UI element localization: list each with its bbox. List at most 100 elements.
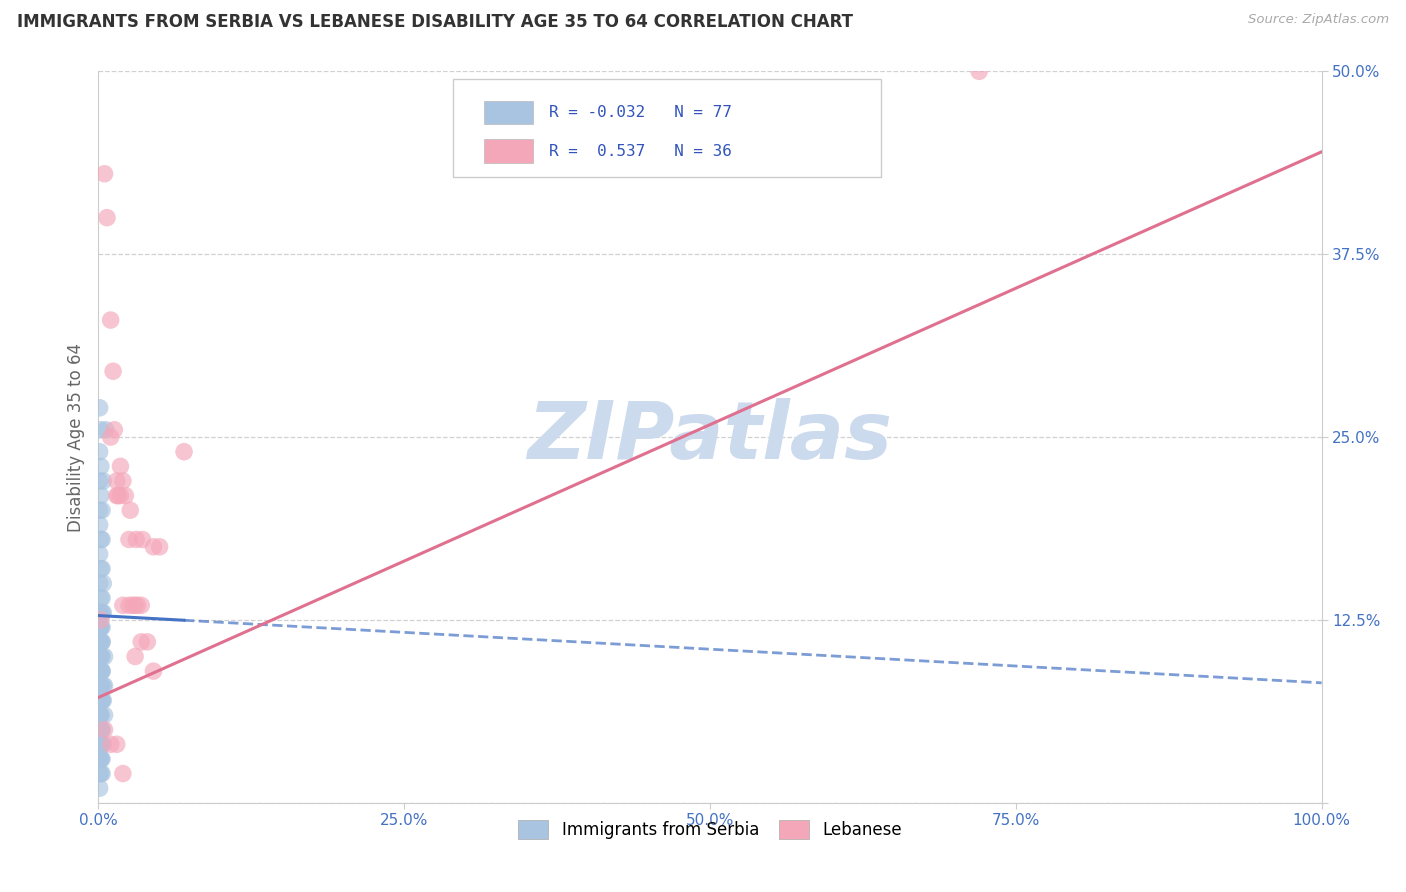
- Point: [124, 649, 146, 664]
- Point: [91, 562, 114, 576]
- Point: [89, 737, 111, 751]
- Point: [93, 679, 115, 693]
- Point: [90, 562, 112, 576]
- Point: [91, 766, 114, 780]
- Point: [90, 737, 112, 751]
- Point: [90, 533, 112, 547]
- Point: [91, 635, 114, 649]
- Point: [89, 620, 111, 634]
- Point: [94, 423, 117, 437]
- Point: [136, 635, 159, 649]
- Text: Source: ZipAtlas.com: Source: ZipAtlas.com: [1249, 13, 1389, 27]
- Point: [100, 313, 122, 327]
- Point: [131, 533, 153, 547]
- Point: [90, 679, 112, 693]
- Point: [105, 489, 128, 503]
- Point: [124, 599, 146, 613]
- Point: [91, 679, 114, 693]
- Point: [89, 679, 111, 693]
- Point: [90, 752, 112, 766]
- Point: [91, 606, 114, 620]
- Point: [118, 599, 141, 613]
- Point: [129, 635, 152, 649]
- Point: [120, 503, 142, 517]
- Point: [127, 599, 149, 613]
- Point: [91, 693, 114, 707]
- Point: [173, 444, 195, 458]
- Point: [90, 620, 112, 634]
- Point: [89, 752, 111, 766]
- Point: [89, 649, 111, 664]
- Point: [90, 459, 112, 474]
- Point: [91, 664, 114, 678]
- Point: [90, 723, 112, 737]
- Point: [90, 664, 112, 678]
- Point: [91, 591, 114, 605]
- Text: ZIPatlas: ZIPatlas: [527, 398, 893, 476]
- FancyBboxPatch shape: [484, 139, 533, 163]
- Text: R =  0.537   N = 36: R = 0.537 N = 36: [548, 144, 731, 159]
- Legend: Immigrants from Serbia, Lebanese: Immigrants from Serbia, Lebanese: [512, 814, 908, 846]
- Text: R = -0.032   N = 77: R = -0.032 N = 77: [548, 105, 731, 120]
- Y-axis label: Disability Age 35 to 64: Disability Age 35 to 64: [66, 343, 84, 532]
- Point: [91, 723, 114, 737]
- Point: [90, 649, 112, 664]
- Point: [90, 664, 112, 678]
- Text: IMMIGRANTS FROM SERBIA VS LEBANESE DISABILITY AGE 35 TO 64 CORRELATION CHART: IMMIGRANTS FROM SERBIA VS LEBANESE DISAB…: [17, 13, 853, 31]
- Point: [89, 576, 111, 591]
- Point: [89, 635, 111, 649]
- Point: [107, 489, 129, 503]
- Point: [90, 679, 112, 693]
- Point: [111, 766, 134, 780]
- Point: [90, 591, 112, 605]
- Point: [89, 723, 111, 737]
- Point: [100, 737, 122, 751]
- Point: [91, 752, 114, 766]
- Point: [90, 606, 112, 620]
- Point: [89, 547, 111, 561]
- Point: [111, 474, 134, 488]
- FancyBboxPatch shape: [484, 101, 533, 124]
- Point: [100, 430, 122, 444]
- Point: [110, 459, 132, 474]
- FancyBboxPatch shape: [453, 78, 882, 178]
- Point: [101, 364, 124, 378]
- Point: [110, 489, 132, 503]
- Point: [91, 737, 114, 751]
- Point: [93, 723, 115, 737]
- Point: [93, 708, 115, 723]
- Point: [91, 723, 114, 737]
- Point: [90, 766, 112, 780]
- Point: [89, 664, 111, 678]
- Point: [121, 599, 143, 613]
- Point: [89, 474, 111, 488]
- Point: [89, 693, 111, 707]
- Point: [91, 576, 114, 591]
- Point: [90, 752, 112, 766]
- Point: [91, 474, 114, 488]
- Point: [89, 503, 111, 517]
- Point: [89, 781, 111, 796]
- Point: [89, 766, 111, 780]
- Point: [91, 693, 114, 707]
- Point: [89, 635, 111, 649]
- Point: [93, 167, 115, 181]
- Point: [967, 64, 990, 78]
- Point: [90, 489, 112, 503]
- Point: [93, 649, 115, 664]
- Point: [91, 693, 114, 707]
- Point: [90, 423, 112, 437]
- Point: [103, 423, 125, 437]
- Point: [90, 635, 112, 649]
- Point: [91, 635, 114, 649]
- Point: [125, 533, 148, 547]
- Point: [90, 708, 112, 723]
- Point: [149, 540, 172, 554]
- Point: [91, 503, 114, 517]
- Point: [90, 613, 112, 627]
- Point: [91, 737, 114, 751]
- Point: [118, 533, 141, 547]
- Point: [89, 444, 111, 458]
- Point: [89, 679, 111, 693]
- Point: [91, 620, 114, 634]
